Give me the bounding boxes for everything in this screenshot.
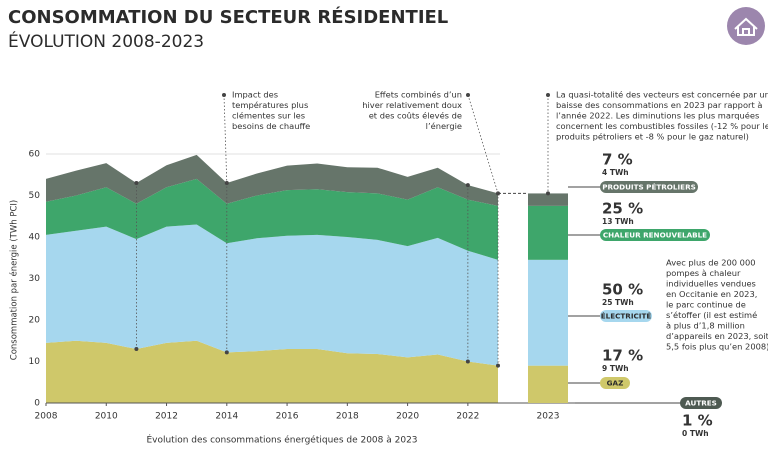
annotation-text: besoins de chauffe <box>232 121 310 131</box>
energy-label: 13 TWh <box>602 217 634 226</box>
bar-segment <box>528 259 568 366</box>
annotation-text: le parc continue de <box>666 300 746 310</box>
y-tick-label: 10 <box>29 357 41 367</box>
energy-label: 25 TWh <box>602 298 634 307</box>
chart-title: CONSOMMATION DU SECTEUR RÉSIDENTIEL <box>8 6 448 28</box>
annotation-text: concernent les combustibles fossiles (-1… <box>556 121 768 131</box>
annotation-text: produits pétroliers et -8 % pour le gaz … <box>556 132 749 142</box>
annotation-text: en Occitanie en 2023, <box>666 289 757 299</box>
x-tick-label: 2018 <box>336 412 359 422</box>
share-label: 17 % <box>602 347 643 365</box>
x-tick-label: 2012 <box>155 412 178 422</box>
marker-dot <box>134 347 139 352</box>
logo-icon <box>727 7 765 45</box>
x-tick-label: 2016 <box>276 412 299 422</box>
y-tick-label: 60 <box>29 150 41 160</box>
annotation-text: s’étoffer (il est estimé <box>666 310 757 320</box>
y-tick-label: 30 <box>29 274 41 284</box>
annotation-text: baisse des consommations en 2023 par rap… <box>556 100 762 110</box>
annotation-text: températures plus <box>232 100 308 110</box>
area <box>46 178 498 260</box>
bar-segment <box>528 365 568 403</box>
y-tick-label: 20 <box>29 316 41 326</box>
share-label: 25 % <box>602 200 643 218</box>
annotation-text: à plus d’1,8 million <box>666 321 745 331</box>
y-tick-label: 40 <box>29 233 41 243</box>
y-tick-label: 0 <box>34 399 40 409</box>
annotation-text: pompes à chaleur <box>666 268 741 278</box>
annotation-text: hiver relativement doux <box>362 100 462 110</box>
y-tick-label: 50 <box>29 191 41 201</box>
legend-label: PRODUITS PÉTROLIERS <box>602 183 696 192</box>
legend-label: ÉLECTRICITÉ <box>601 312 652 321</box>
marker-dot <box>224 350 229 355</box>
bar-segment <box>528 193 568 206</box>
bar-segment <box>528 205 568 260</box>
annotation-text: clémentes sur les <box>232 111 305 121</box>
legend-pill <box>600 310 652 322</box>
y-axis-label: Consommation par énergie (TWh PCI) <box>9 200 20 360</box>
x-tick-label: 2008 <box>35 412 58 422</box>
area <box>46 340 498 403</box>
bar-x-label: 2023 <box>537 412 560 422</box>
x-tick-label: 2020 <box>396 412 419 422</box>
share-label: 50 % <box>602 281 643 299</box>
area <box>46 224 498 366</box>
legend-label: GAZ <box>607 379 624 388</box>
share-label: 7 % <box>602 151 633 169</box>
energy-label: 4 TWh <box>602 168 629 177</box>
x-tick-label: 2022 <box>456 412 479 422</box>
marker-dot <box>546 93 550 97</box>
leader-line <box>467 94 499 194</box>
annotation-text: La quasi-totalité des vecteurs est conce… <box>556 90 768 100</box>
share-label: 1 % <box>682 412 713 430</box>
marker-dot <box>465 183 470 188</box>
annotation-text: l’énergie <box>426 121 462 131</box>
annotation-text: Effets combinés d’un <box>375 90 462 100</box>
legend-pill <box>600 181 698 193</box>
marker-dot <box>465 359 470 364</box>
marker-dot <box>222 93 226 97</box>
energy-label: 0 TWh <box>682 429 709 438</box>
energy-label: 9 TWh <box>602 364 629 373</box>
x-axis-label: Évolution des consommations énergétiques… <box>146 434 417 446</box>
area <box>46 154 498 206</box>
marker-dot <box>496 363 500 368</box>
annotation-text: 5,5 fois plus qu’en 2008) <box>666 342 768 352</box>
annotation-text: Avec plus de 200 000 <box>666 258 756 268</box>
legend-pill <box>680 397 722 409</box>
legend-pill <box>600 377 630 389</box>
annotation-text: d’appareils en 2023, soit <box>666 331 768 341</box>
marker-dot <box>466 93 470 97</box>
x-tick-label: 2014 <box>215 412 238 422</box>
leader-line <box>223 94 228 184</box>
marker-dot <box>546 191 550 196</box>
legend-pill <box>600 229 710 241</box>
annotation-text: et des coûts élevés de <box>369 111 462 121</box>
annotation-text: Impact des <box>232 90 278 100</box>
legend-label: CHALEUR RENOUVELABLE <box>603 231 707 240</box>
x-tick-label: 2010 <box>95 412 118 422</box>
annotation-text: l’année 2022. Les diminutions les plus m… <box>556 111 759 121</box>
chart-subtitle: ÉVOLUTION 2008-2023 <box>8 30 204 52</box>
annotation-text: individuelles vendues <box>666 279 756 289</box>
marker-dot <box>134 181 139 186</box>
legend-label: AUTRES <box>685 399 717 408</box>
